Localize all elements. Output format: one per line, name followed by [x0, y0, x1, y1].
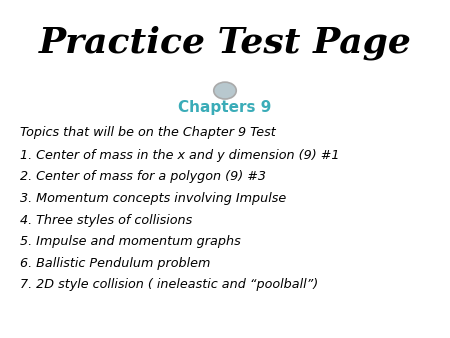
Text: 7. 2D style collision ( ineleastic and “poolball”): 7. 2D style collision ( ineleastic and “… — [20, 279, 319, 291]
Text: Topics that will be on the Chapter 9 Test: Topics that will be on the Chapter 9 Tes… — [20, 125, 276, 139]
Text: 6. Ballistic Pendulum problem: 6. Ballistic Pendulum problem — [20, 257, 211, 270]
Text: Chapters 9: Chapters 9 — [178, 100, 272, 115]
Text: 4. Three styles of collisions: 4. Three styles of collisions — [20, 214, 193, 226]
Text: 2. Center of mass for a polygon (9) #3: 2. Center of mass for a polygon (9) #3 — [20, 170, 266, 184]
Text: 5. Impulse and momentum graphs: 5. Impulse and momentum graphs — [20, 235, 241, 248]
Text: Practice Test Page: Practice Test Page — [39, 26, 411, 60]
Text: 1. Center of mass in the x and y dimension (9) #1: 1. Center of mass in the x and y dimensi… — [20, 149, 340, 162]
Text: 3. Momentum concepts involving Impulse: 3. Momentum concepts involving Impulse — [20, 192, 287, 205]
